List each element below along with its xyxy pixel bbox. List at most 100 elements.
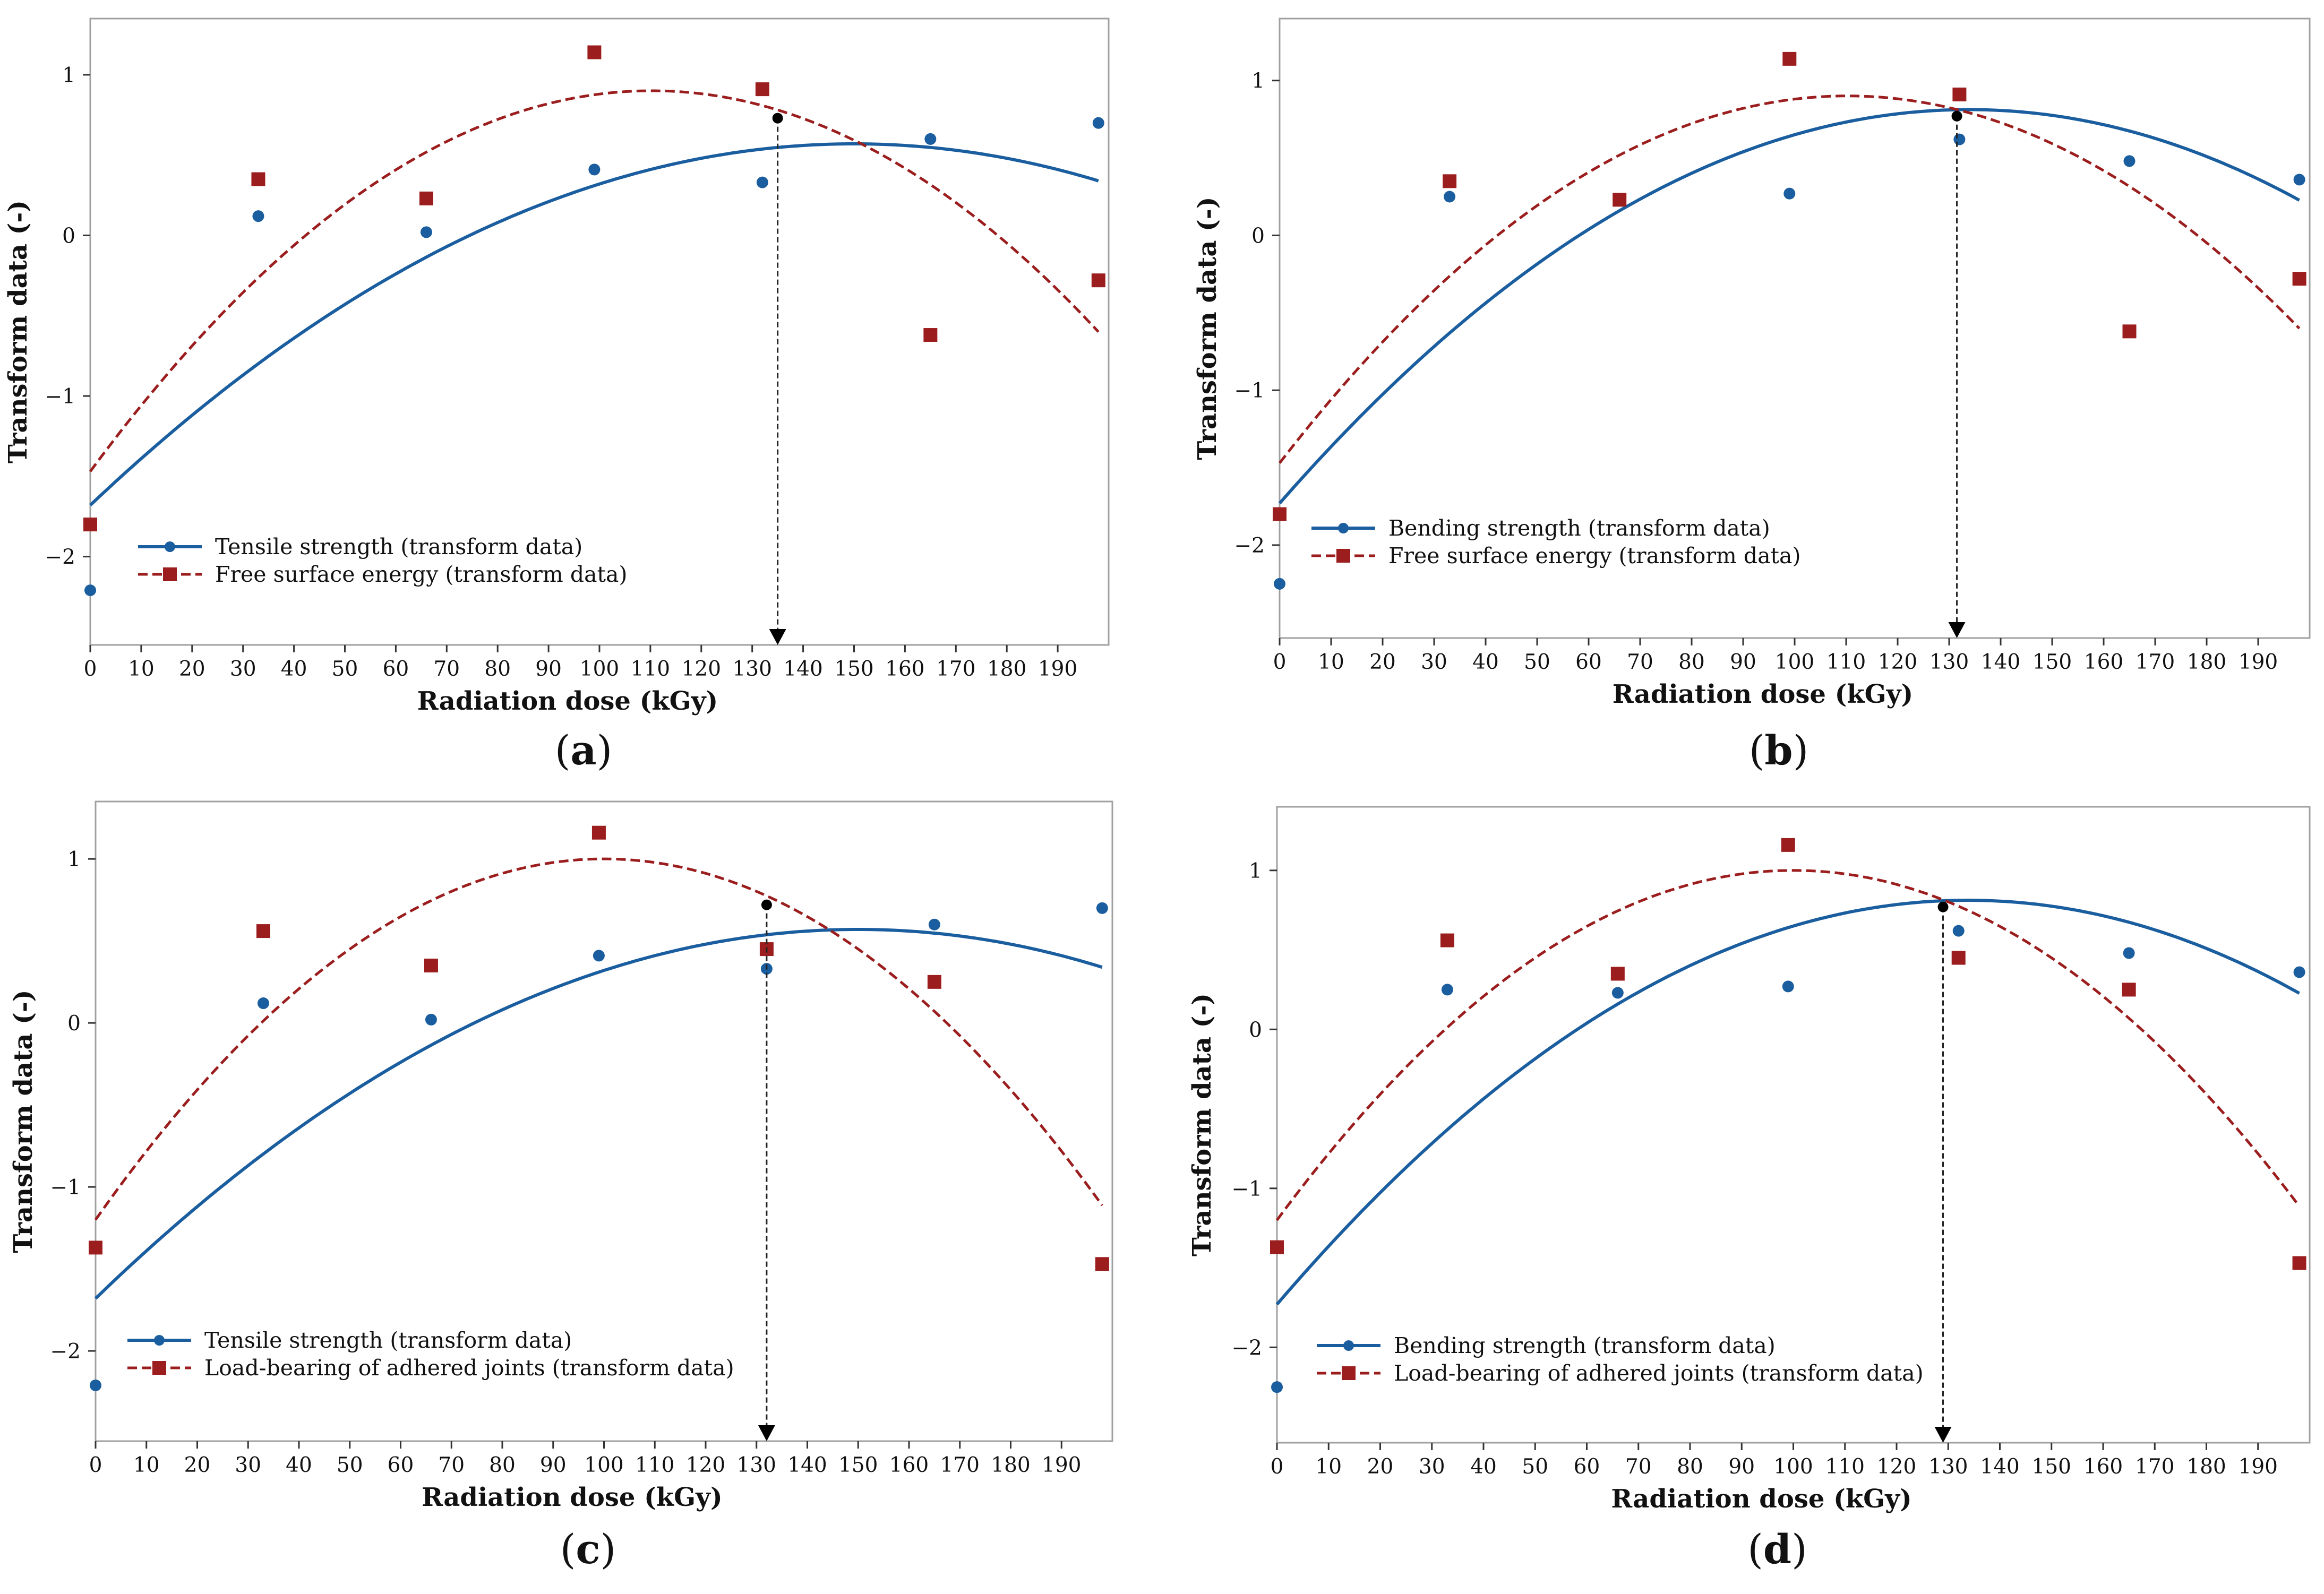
x-tick-label: 10 (1315, 1455, 1342, 1479)
data-point-circle (2293, 966, 2305, 978)
data-point-circle (420, 226, 432, 238)
legend-label-1: Bending strength (transform data) (1388, 515, 1770, 541)
x-tick-label: 20 (1367, 1455, 1394, 1479)
x-tick-label: 140 (1980, 1455, 2019, 1479)
x-axis-label: Radiation dose (kGy) (417, 686, 718, 716)
x-tick-label: 120 (682, 657, 721, 681)
data-point-circle (1441, 984, 1453, 996)
data-point-square (927, 975, 941, 989)
legend-marker-1 (1338, 523, 1349, 533)
x-tick-label: 160 (2083, 1455, 2123, 1479)
legend-label-2: Load-bearing of adhered joints (transfor… (1394, 1360, 1924, 1386)
x-tick-label: 60 (383, 657, 409, 681)
x-tick-label: 180 (991, 1453, 1030, 1477)
x-tick-label: 60 (1574, 1455, 1600, 1479)
optimum-arrowhead (1948, 622, 1966, 638)
optimum-point (1951, 110, 1962, 122)
fit-curve-second (89, 89, 1100, 472)
x-tick-label: 60 (388, 1453, 414, 1477)
data-point-circle (90, 1379, 101, 1391)
x-tick-label: 140 (787, 1453, 827, 1477)
data-point-circle (84, 584, 96, 597)
x-tick-label: 20 (1369, 650, 1396, 674)
x-tick-label: 90 (1728, 1455, 1755, 1479)
y-tick-label: −2 (1232, 1336, 1263, 1360)
fit-curve-second (1279, 94, 2301, 464)
optimum-arrowhead (758, 1425, 775, 1441)
data-point-circle (257, 997, 269, 1010)
x-tick-label: 100 (580, 657, 619, 681)
data-point-square (1951, 951, 1966, 965)
data-point-circle (2123, 155, 2136, 167)
x-tick-label: 80 (489, 1453, 516, 1477)
legend-label-2: Free surface energy (transform data) (1388, 543, 1800, 568)
x-tick-label: 50 (1522, 1455, 1548, 1479)
data-point-square (1610, 967, 1625, 981)
x-tick-label: 10 (128, 657, 155, 681)
data-point-square (1952, 87, 1967, 101)
x-tick-label: 150 (838, 1453, 878, 1477)
y-tick-label: 1 (67, 848, 81, 872)
data-point-square (89, 1240, 102, 1255)
data-point-square (923, 328, 938, 342)
data-point-square (2122, 324, 2137, 339)
data-point-circle (1953, 133, 1966, 145)
data-point-square (2292, 1256, 2306, 1270)
data-point-square (1443, 174, 1457, 188)
data-point-circle (1092, 117, 1104, 129)
x-tick-label: 70 (433, 657, 460, 681)
x-tick-label: 130 (732, 657, 771, 681)
x-tick-label: 90 (535, 657, 562, 681)
x-tick-label: 0 (1273, 650, 1287, 674)
data-point-circle (1274, 578, 1285, 590)
data-point-square (251, 172, 265, 186)
y-axis-label: Transform data (-) (1193, 197, 1222, 460)
x-tick-label: 140 (783, 657, 822, 681)
legend-marker-2 (152, 1361, 166, 1375)
data-point-square (1782, 51, 1797, 66)
x-tick-label: 110 (1826, 650, 1866, 674)
optimum-arrowhead (769, 629, 786, 645)
y-tick-label: 0 (1251, 224, 1265, 248)
legend-marker-1 (1343, 1340, 1354, 1351)
x-tick-label: 180 (2186, 1455, 2226, 1479)
panel-b: 0 10 20 30 40 50 60 70 80 90 100 110 120 130 140 150 160… (1193, 18, 2311, 774)
data-point-circle (588, 163, 601, 176)
x-tick-label: 20 (179, 657, 205, 681)
y-tick-label: −1 (1232, 1177, 1263, 1201)
y-tick-label: −1 (45, 385, 76, 409)
y-tick-label: 0 (62, 224, 75, 248)
y-tick-label: 1 (1249, 859, 1262, 883)
x-tick-label: 10 (1318, 650, 1344, 674)
x-tick-label: 170 (2135, 1455, 2174, 1479)
x-tick-label: 120 (1878, 650, 1917, 674)
optimum-point (761, 899, 772, 910)
data-point-square (83, 518, 97, 532)
panel-d: 0 10 20 30 40 50 60 70 80 90 100 110 120 130 140 150 160… (1187, 806, 2311, 1573)
x-tick-label: 100 (584, 1453, 623, 1477)
y-tick-label: 0 (1249, 1018, 1262, 1042)
x-tick-label: 30 (230, 657, 256, 681)
data-point-circle (1096, 902, 1108, 914)
x-tick-label: 60 (1575, 650, 1602, 674)
legend-label-2: Load-bearing of adhered joints (transfor… (204, 1355, 734, 1381)
x-tick-label: 40 (1470, 1455, 1497, 1479)
x-tick-label: 170 (2136, 650, 2175, 674)
y-tick-label: 0 (67, 1012, 81, 1036)
y-tick-label: 1 (62, 64, 75, 88)
y-tick-label: −2 (45, 546, 76, 570)
x-tick-label: 190 (2239, 650, 2278, 674)
x-tick-label: 80 (1678, 650, 1705, 674)
x-tick-label: 80 (484, 657, 511, 681)
data-point-circle (2293, 174, 2305, 186)
x-tick-label: 90 (1730, 650, 1756, 674)
x-tick-label: 130 (1929, 650, 1969, 674)
panel-a: 0 10 20 30 40 50 60 70 80 90 100 110 120 130 140 150 160… (3, 18, 1110, 774)
x-tick-label: 120 (686, 1453, 725, 1477)
x-tick-label: 40 (1472, 650, 1499, 674)
y-tick-label: −2 (1234, 534, 1265, 558)
x-tick-label: 120 (1877, 1455, 1916, 1479)
panel-caption: (d) (1747, 1526, 1807, 1573)
optimum-point (1937, 901, 1949, 912)
x-tick-label: 30 (1419, 1455, 1445, 1479)
